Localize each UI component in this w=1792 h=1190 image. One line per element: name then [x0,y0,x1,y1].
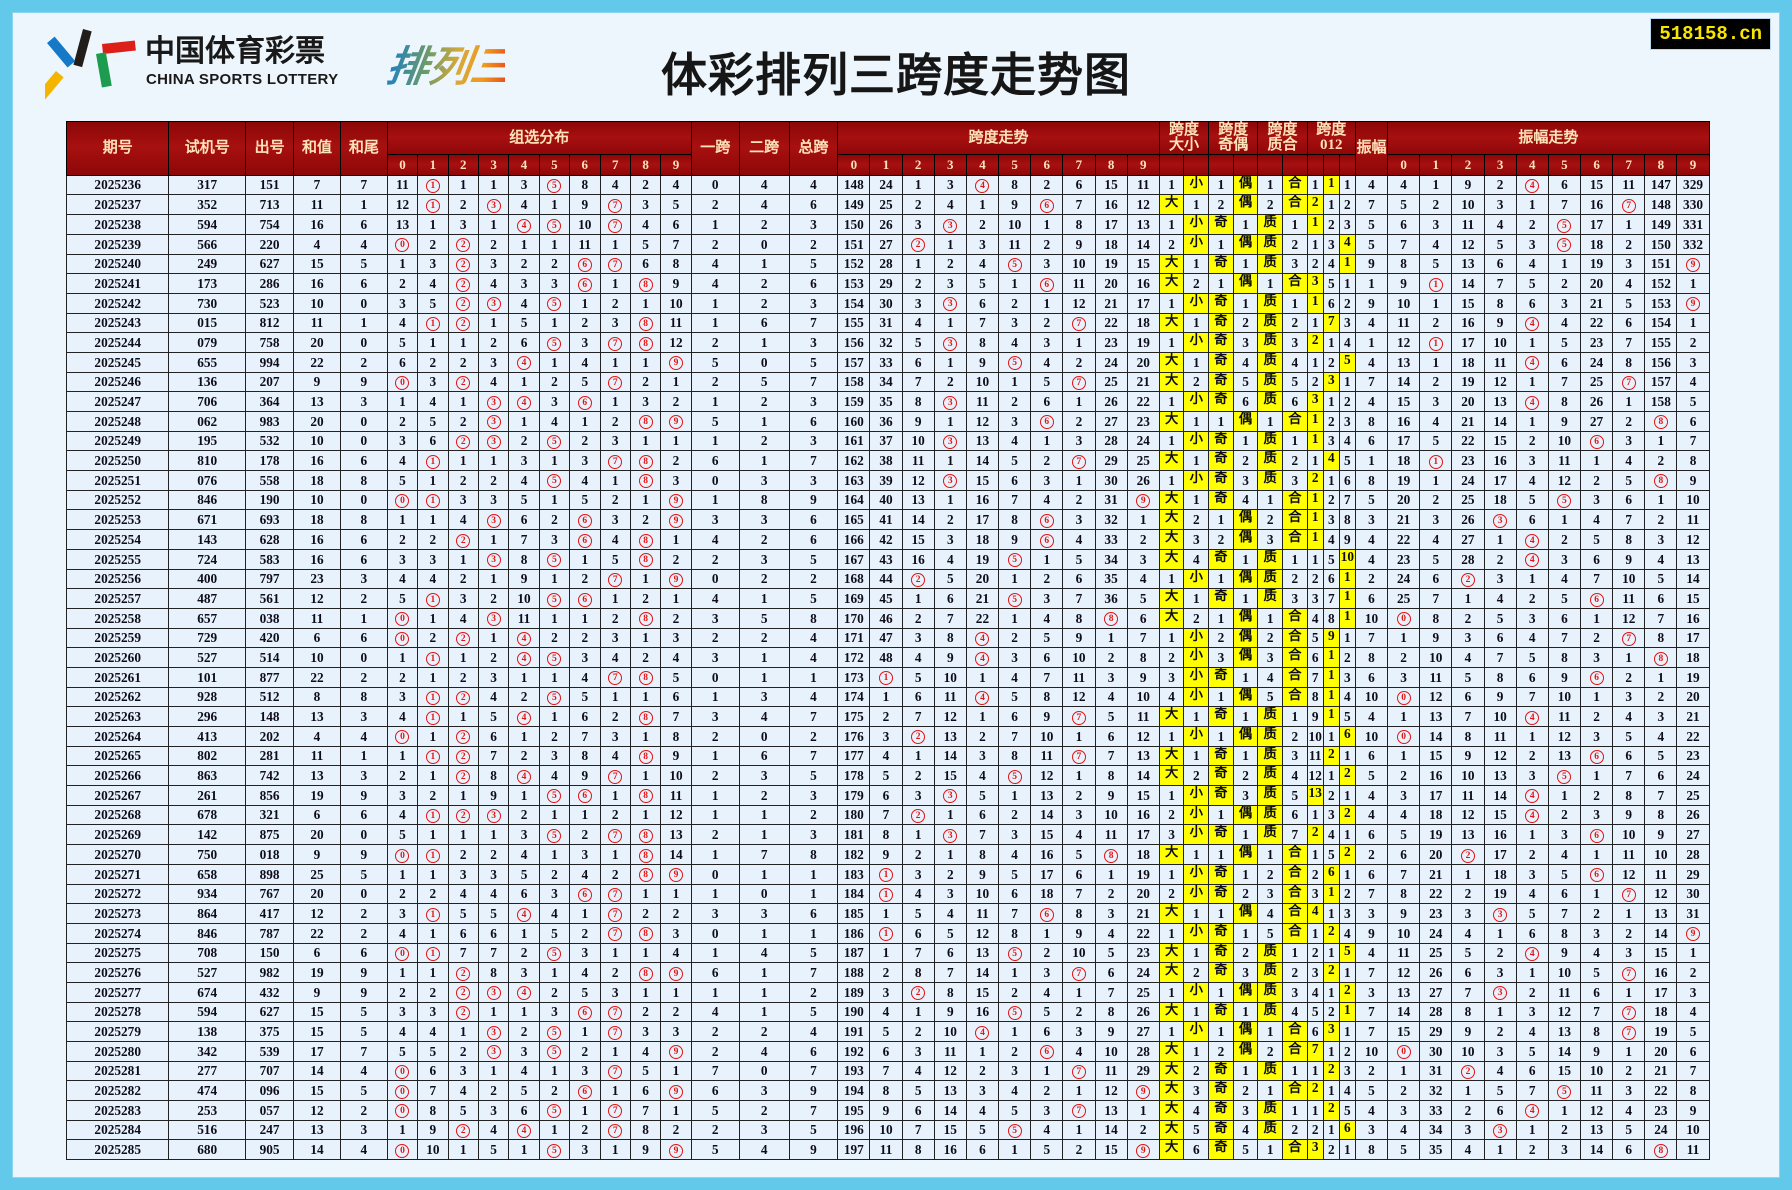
svg-text:CHINA SPORTS LOTTERY: CHINA SPORTS LOTTERY [146,71,338,88]
svg-text:中国体育彩票: 中国体育彩票 [145,34,325,68]
svg-text:排列三: 排列三 [384,43,505,90]
